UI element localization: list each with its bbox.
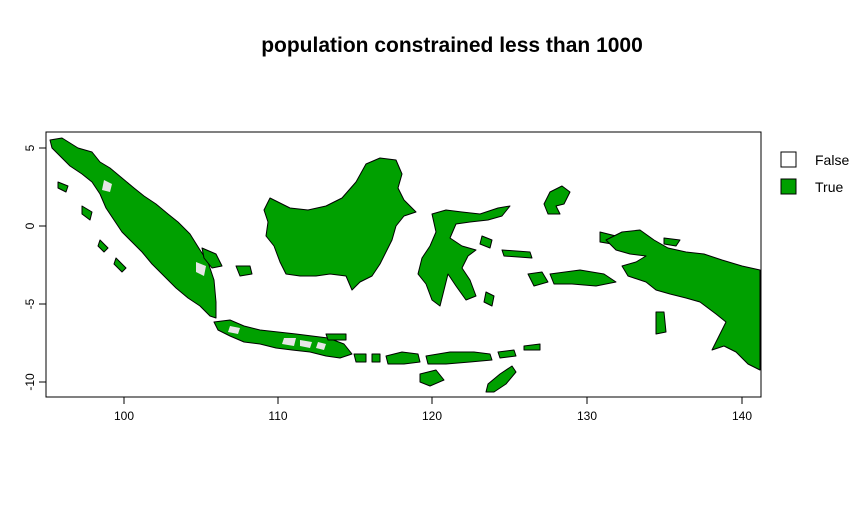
y-tick-label: 5 <box>23 144 37 151</box>
island-buton <box>483 291 495 307</box>
legend-label-true: True <box>815 179 843 195</box>
island-java <box>213 319 353 359</box>
island-lombok <box>371 353 381 363</box>
map-title: population constrained less than 1000 <box>261 34 643 57</box>
island-simeulue <box>57 181 69 193</box>
island-mentawai <box>97 239 127 273</box>
island-biak <box>663 237 681 247</box>
java-unconstrained-patch <box>228 326 326 350</box>
x-tick-label: 110 <box>268 409 287 423</box>
island-bali <box>353 353 367 363</box>
legend-label-false: False <box>815 152 849 168</box>
island-sulawesi <box>417 205 511 307</box>
x-tick-label: 130 <box>577 409 597 423</box>
island-alor <box>497 349 517 359</box>
island-bangka <box>201 247 223 269</box>
y-tick-label: -10 <box>23 373 37 391</box>
island-seram <box>549 269 617 287</box>
island-nias <box>81 205 93 221</box>
island-belitung <box>235 265 253 277</box>
island-halmahera <box>543 185 571 215</box>
y-tick-label: -5 <box>23 298 37 309</box>
island-borneo <box>263 157 417 291</box>
legend-swatch-true <box>780 178 797 195</box>
island-timor <box>485 365 517 393</box>
island-flores <box>425 351 493 365</box>
island-banggai <box>479 235 493 249</box>
island-sumba <box>419 369 445 387</box>
x-tick-label: 140 <box>732 409 752 423</box>
x-tick-label: 120 <box>422 409 442 423</box>
island-sumbawa <box>385 351 421 365</box>
island-wetar <box>523 343 541 351</box>
island-sula <box>501 249 533 259</box>
legend-swatch-false <box>780 151 797 168</box>
island-papua <box>605 229 761 371</box>
island-kai <box>655 311 667 335</box>
island-sumatra <box>49 137 217 319</box>
island-buru <box>527 271 549 287</box>
x-tick-label: 100 <box>114 409 134 423</box>
island-madura <box>325 333 347 341</box>
y-tick-label: 0 <box>23 222 37 229</box>
